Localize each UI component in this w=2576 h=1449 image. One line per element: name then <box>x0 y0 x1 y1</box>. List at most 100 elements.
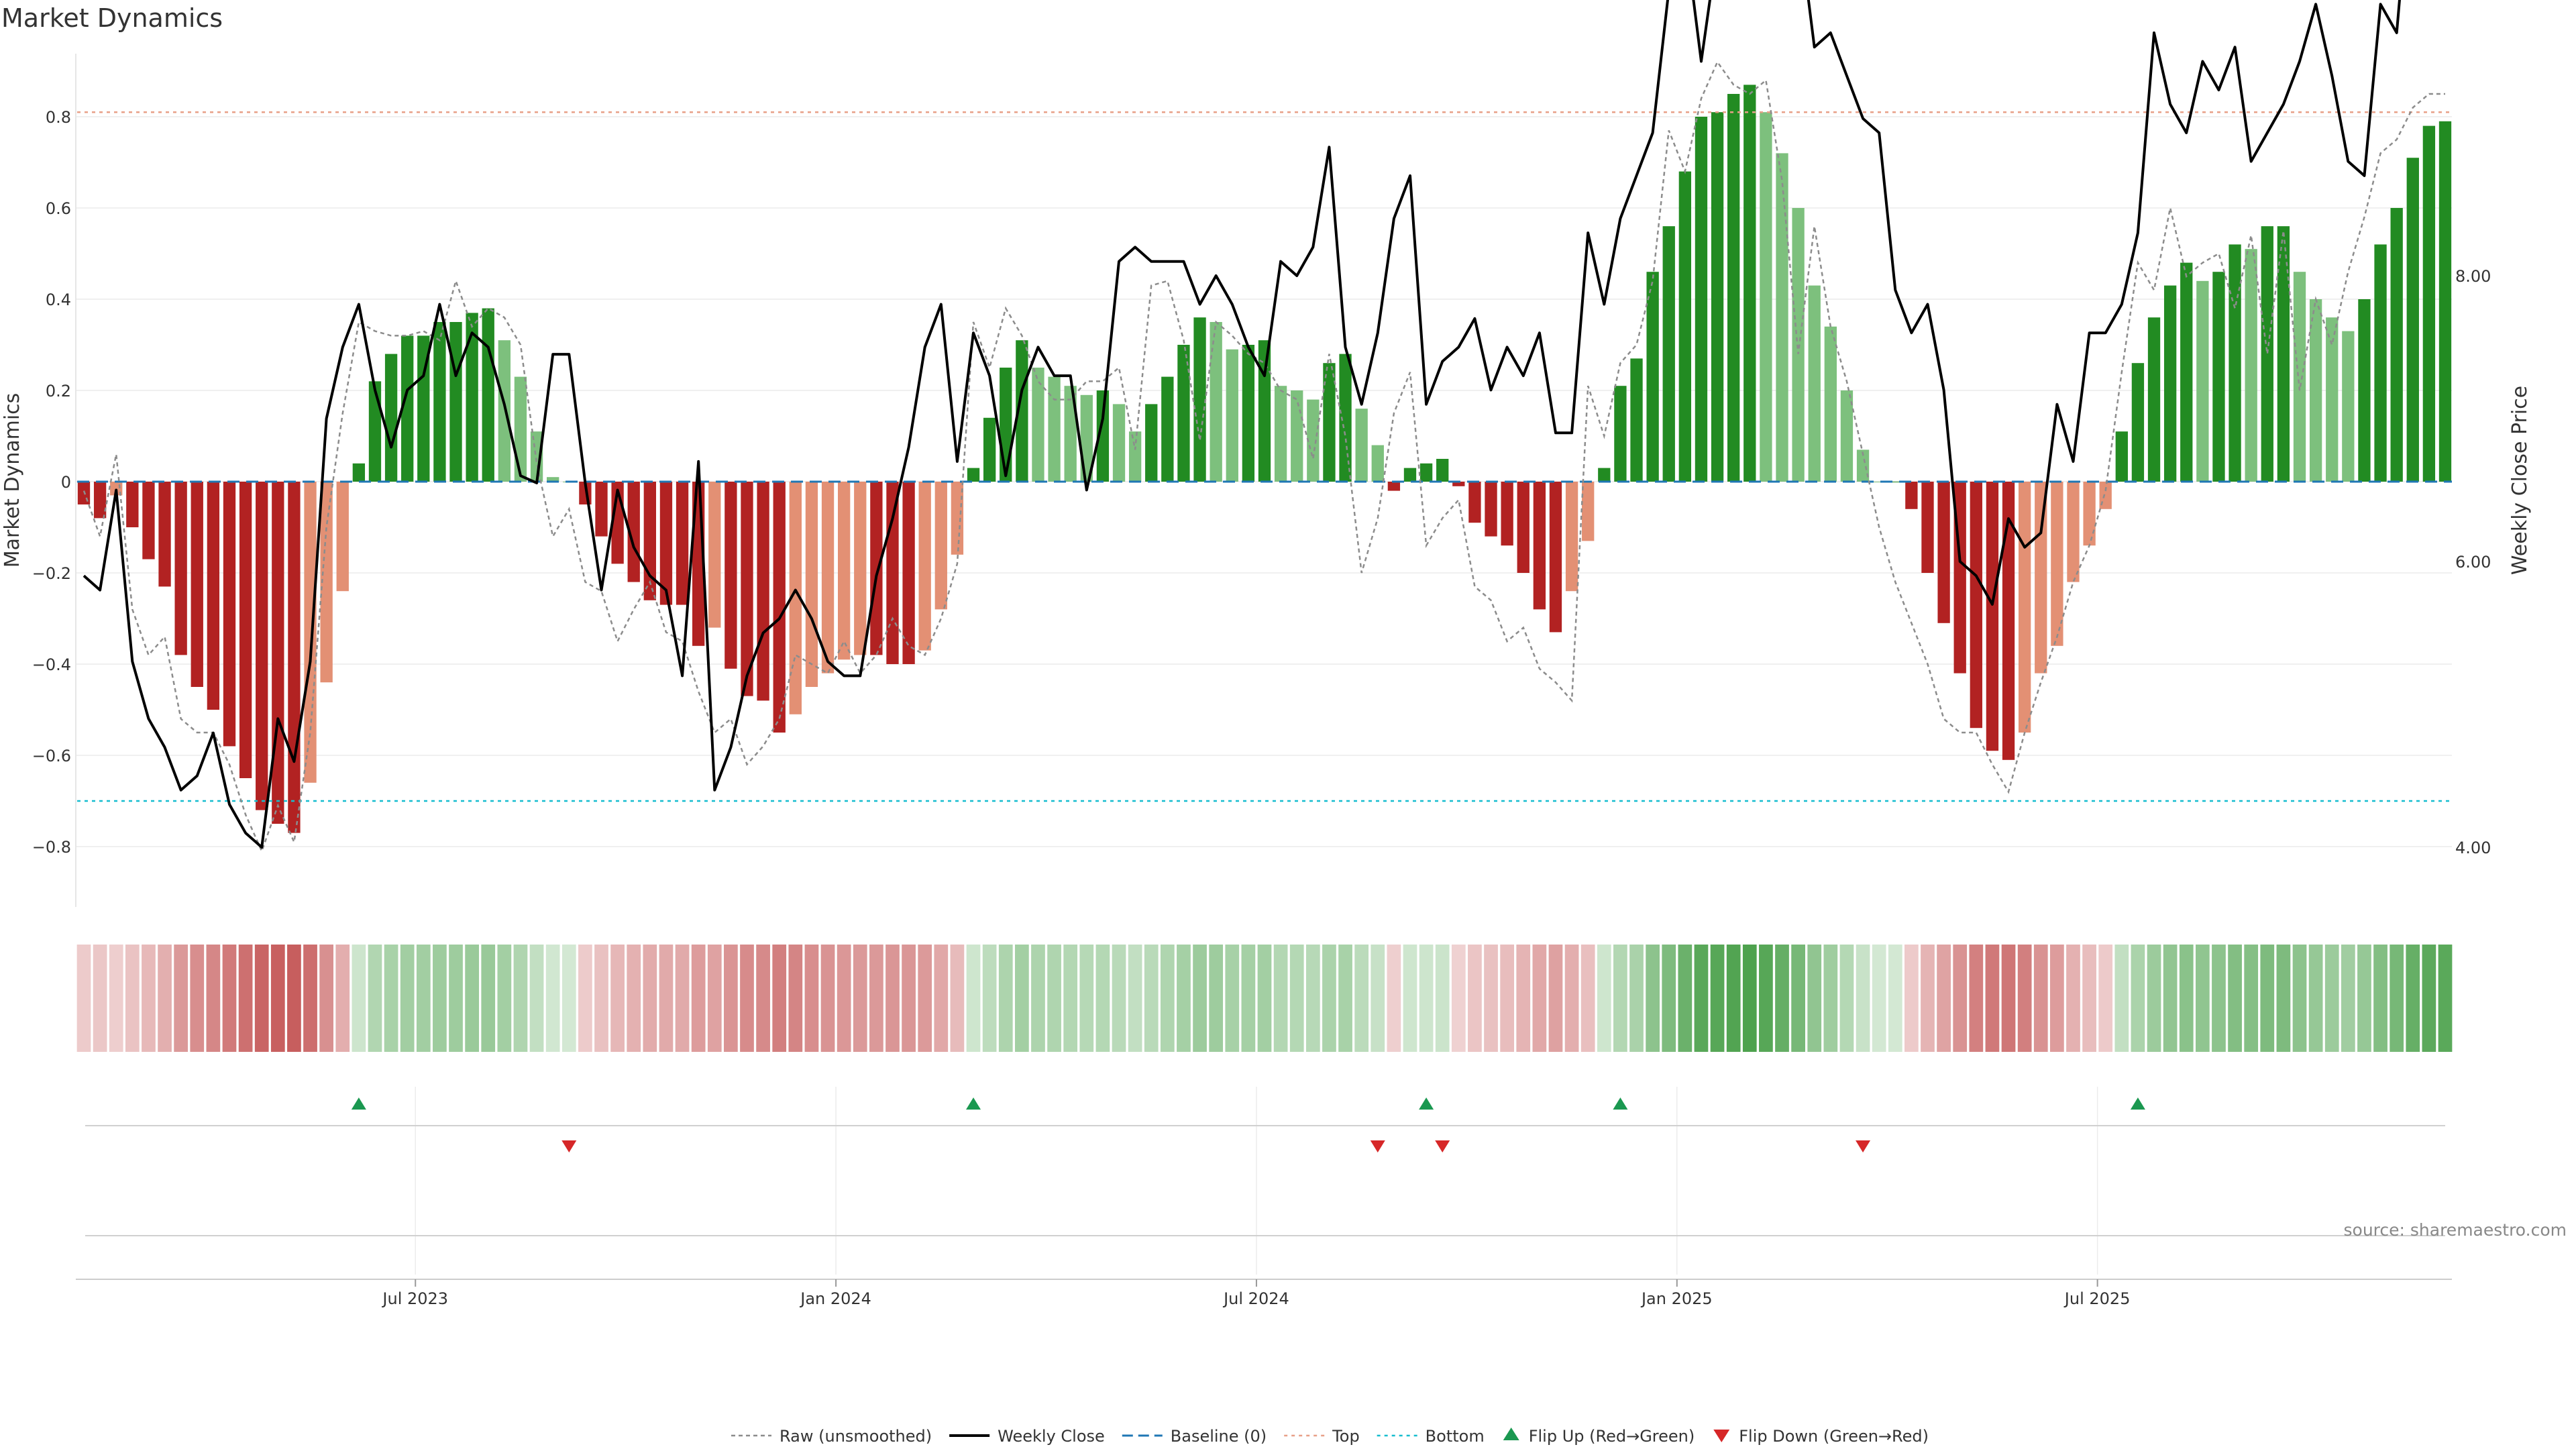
dynamics-bar <box>902 482 915 664</box>
dynamics-bar <box>2261 226 2273 482</box>
dynamics-bar <box>1533 482 1546 610</box>
heat-cell <box>319 945 334 1052</box>
dynamics-bar <box>1986 482 1999 751</box>
dynamics-bar <box>547 477 559 482</box>
heat-cell <box>2308 945 2323 1052</box>
heat-cell <box>756 945 770 1052</box>
heat-cell <box>2131 945 2145 1052</box>
flip-up-marker <box>1419 1097 1434 1110</box>
dynamics-bar <box>1112 404 1126 482</box>
chart-title: Market Dynamics <box>1 3 223 33</box>
dynamics-bar <box>2438 121 2452 482</box>
flip-up-marker <box>966 1097 981 1110</box>
dynamics-bar <box>433 322 446 482</box>
dynamics-bar <box>223 482 236 747</box>
close-line <box>83 0 2401 849</box>
heat-cell <box>1678 945 1693 1052</box>
heat-cell <box>2001 945 2016 1052</box>
dynamics-bar <box>805 482 818 687</box>
heat-cell <box>2260 945 2275 1052</box>
heat-cell <box>740 945 754 1052</box>
heat-cell <box>837 945 851 1052</box>
heat-cell <box>238 945 253 1052</box>
heat-cell <box>982 945 997 1052</box>
heat-cell <box>2390 945 2404 1052</box>
heat-cell <box>594 945 608 1052</box>
heat-cell <box>1710 945 1725 1052</box>
legend-item-close: Weekly Close <box>949 1427 1105 1446</box>
y-axis-label-right: Weekly Close Price <box>2508 386 2532 575</box>
dynamics-bar <box>2293 272 2306 482</box>
heat-cell <box>2017 945 2032 1052</box>
dynamics-bar <box>1824 326 1837 482</box>
dynamics-bar <box>1274 386 1287 482</box>
heat-cell <box>1613 945 1627 1052</box>
heat-cell <box>1775 945 1789 1052</box>
heat-cell <box>1548 945 1563 1052</box>
heat-cell <box>206 945 221 1052</box>
y-tick-label-right: 6.00 <box>2455 553 2491 572</box>
dynamics-bar <box>1210 322 1222 482</box>
heat-cell <box>1921 945 1935 1052</box>
dynamics-bar <box>2180 262 2193 482</box>
y-tick-label-left: −0.8 <box>32 838 71 857</box>
dynamics-bar <box>1840 390 1854 482</box>
heat-cell <box>950 945 965 1052</box>
heat-cell <box>578 945 592 1052</box>
legend-label-close: Weekly Close <box>998 1427 1105 1446</box>
heat-cell <box>1629 945 1644 1052</box>
legend-item-flip_down: Flip Down (Green→Red) <box>1713 1427 1929 1446</box>
dynamics-bar <box>2035 482 2047 674</box>
heat-cell <box>2276 945 2291 1052</box>
dynamics-bar <box>142 482 155 559</box>
dynamics-bar <box>1048 376 1061 482</box>
dynamics-bar <box>2374 244 2387 482</box>
dynamics-bar <box>288 482 301 833</box>
dynamics-bar <box>2309 299 2322 482</box>
heat-cell <box>724 945 738 1052</box>
dynamics-bar <box>2115 431 2128 482</box>
dynamics-bar <box>1371 445 1384 482</box>
heat-cell <box>2082 945 2096 1052</box>
heat-cell <box>76 945 91 1052</box>
dynamics-bar <box>1161 376 1174 482</box>
dynamics-bar <box>2326 317 2339 482</box>
dynamics-bar <box>1565 482 1578 592</box>
dynamics-bar <box>837 482 851 660</box>
heat-cell <box>1063 945 1078 1052</box>
dynamics-bar <box>886 482 899 664</box>
heat-cell <box>804 945 819 1052</box>
dynamics-bar <box>239 482 252 778</box>
dynamics-bar <box>1662 226 1675 482</box>
heat-cell <box>1937 945 1951 1052</box>
dynamics-bar <box>1905 482 1918 509</box>
flip-events <box>85 1097 2445 1236</box>
heat-cell <box>788 945 803 1052</box>
heat-cell <box>627 945 641 1052</box>
heat-cell <box>934 945 949 1052</box>
heat-cell <box>2244 945 2259 1052</box>
heat-cell <box>675 945 690 1052</box>
dynamics-bar <box>1064 386 1077 482</box>
dynamics-bar <box>2406 158 2419 482</box>
heat-cell <box>1532 945 1547 1052</box>
dynamics-bar <box>1776 153 1788 482</box>
heat-cell <box>1872 945 1886 1052</box>
dynamics-bar <box>659 482 673 605</box>
dynamics-bar <box>158 482 171 587</box>
heat-cell <box>1791 945 1805 1052</box>
dynamics-bar <box>1743 85 1756 482</box>
dynamics-bar <box>967 468 980 482</box>
dynamics-bar <box>757 482 769 701</box>
dynamics-bar <box>983 417 996 482</box>
dynamics-bar <box>1937 482 1950 623</box>
heat-cell <box>2422 945 2436 1052</box>
y-tick-label-left: 0.6 <box>46 199 71 218</box>
dynamics-bar <box>1808 285 1821 482</box>
y-tick-label-right: 8.00 <box>2455 267 2491 286</box>
heat-cell <box>1419 945 1434 1052</box>
heat-cell <box>174 945 189 1052</box>
heat-cell <box>2033 945 2048 1052</box>
heat-cell <box>772 945 787 1052</box>
heat-cell <box>1807 945 1822 1052</box>
